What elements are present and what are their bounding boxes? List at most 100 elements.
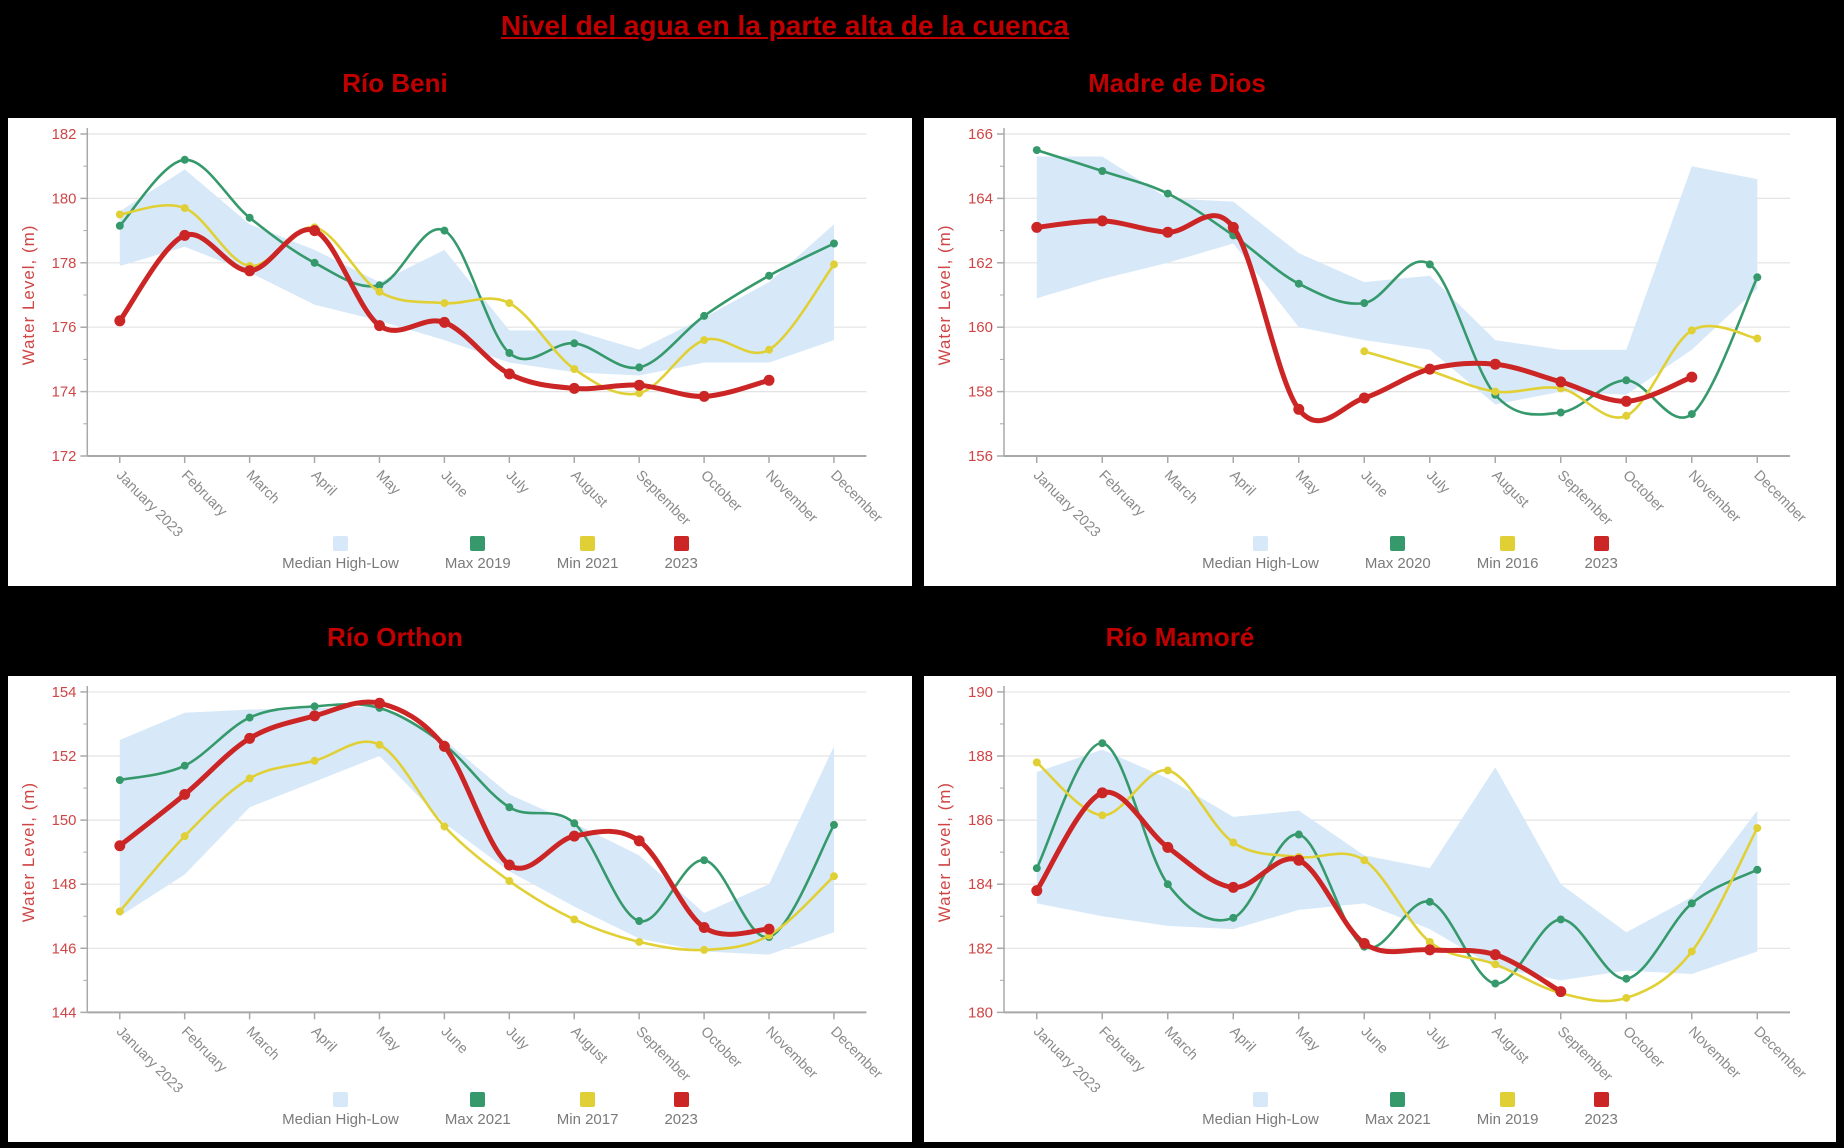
svg-text:Water Level, (m): Water Level, (m) <box>19 782 38 922</box>
svg-text:156: 156 <box>968 448 993 465</box>
legend-label: 2023 <box>1584 1111 1618 1128</box>
median-band-swatch-icon <box>333 1092 348 1107</box>
legend-item-current-series[interactable]: 2023 <box>664 536 698 572</box>
current-series-swatch-icon <box>1593 536 1609 551</box>
legend-item-min-series[interactable]: Min 2021 <box>557 536 618 572</box>
legend-label: Max 2020 <box>1364 555 1431 572</box>
svg-text:April: April <box>308 467 340 499</box>
svg-text:August: August <box>567 1024 610 1067</box>
min-series-swatch-icon <box>1500 1092 1516 1107</box>
svg-text:176: 176 <box>52 319 77 336</box>
svg-text:April: April <box>1226 1024 1258 1056</box>
legend-label: Min 2016 <box>1476 555 1539 572</box>
svg-text:April: April <box>1226 468 1258 500</box>
svg-text:172: 172 <box>52 448 77 465</box>
legend-item-min-series[interactable]: Min 2017 <box>556 1092 619 1128</box>
legend-label: Min 2017 <box>556 1111 619 1128</box>
svg-text:October: October <box>697 1024 745 1072</box>
svg-text:March: March <box>1161 1024 1201 1064</box>
legend-item-min-series[interactable]: Min 2019 <box>1476 1092 1539 1128</box>
page-title: Nivel del agua en la parte alta de la cu… <box>500 10 1069 41</box>
svg-text:October: October <box>1619 468 1667 516</box>
svg-text:September: September <box>632 1024 693 1085</box>
svg-text:December: December <box>1750 1024 1809 1082</box>
svg-text:June: June <box>438 1024 471 1057</box>
svg-text:184: 184 <box>968 876 993 893</box>
current-series-swatch-icon <box>1593 1092 1609 1107</box>
legend-item-max-series[interactable]: Max 2021 <box>1365 1092 1431 1128</box>
svg-text:June: June <box>1357 468 1391 502</box>
svg-text:166: 166 <box>968 126 993 143</box>
svg-text:December: December <box>1750 468 1809 527</box>
svg-text:March: March <box>1161 468 1201 508</box>
legend-item-median-band[interactable]: Median High-Low <box>282 536 399 572</box>
svg-text:178: 178 <box>52 255 77 272</box>
svg-text:July: July <box>503 467 533 497</box>
svg-text:April: April <box>308 1024 340 1056</box>
legend-label: Median High-Low <box>1202 1111 1319 1128</box>
svg-text:182: 182 <box>52 126 77 143</box>
svg-text:October: October <box>697 467 745 515</box>
svg-text:August: August <box>567 467 610 510</box>
legend-item-median-band[interactable]: Median High-Low <box>1202 1092 1319 1128</box>
legend-label: 2023 <box>664 1111 698 1128</box>
svg-text:August: August <box>1488 1024 1531 1067</box>
chart-legend: Median High-Low Max 2021 Min 2017 2023 <box>8 1092 912 1142</box>
svg-text:Water Level, (m): Water Level, (m) <box>935 782 954 922</box>
svg-text:162: 162 <box>968 255 993 272</box>
legend-label: Median High-Low <box>282 1111 399 1128</box>
legend-item-max-series[interactable]: Max 2021 <box>445 1092 511 1128</box>
chart-title-rio-beni: Río Beni <box>342 68 448 98</box>
svg-text:June: June <box>438 467 471 501</box>
svg-text:158: 158 <box>968 384 993 401</box>
svg-text:November: November <box>1685 1024 1744 1082</box>
svg-text:150: 150 <box>52 813 77 829</box>
svg-text:144: 144 <box>52 1005 77 1021</box>
chart-legend: Median High-Low Max 2019 Min 2021 2023 <box>8 536 912 586</box>
svg-text:July: July <box>1423 1024 1453 1054</box>
svg-text:160: 160 <box>968 319 993 336</box>
svg-text:148: 148 <box>52 877 77 893</box>
svg-text:February: February <box>1095 1024 1148 1077</box>
svg-text:174: 174 <box>52 384 77 401</box>
svg-text:January 2023: January 2023 <box>1030 468 1103 536</box>
legend-item-current-series[interactable]: 2023 <box>664 1092 698 1128</box>
svg-text:September: September <box>1554 468 1616 530</box>
median-band-swatch-icon <box>1253 536 1268 551</box>
svg-text:November: November <box>762 467 820 526</box>
min-series-swatch-icon <box>580 536 596 551</box>
svg-text:December: December <box>827 467 885 526</box>
legend-label: Median High-Low <box>1202 555 1319 572</box>
svg-text:152: 152 <box>52 749 77 765</box>
svg-text:December: December <box>827 1024 885 1083</box>
legend-item-max-series[interactable]: Max 2020 <box>1365 536 1431 572</box>
svg-text:February: February <box>1095 468 1148 521</box>
legend-item-max-series[interactable]: Max 2019 <box>445 536 511 572</box>
legend-item-current-series[interactable]: 2023 <box>1584 536 1618 572</box>
svg-text:January 2023: January 2023 <box>113 467 186 536</box>
chart-legend: Median High-Low Max 2021 Min 2019 2023 <box>924 1092 1836 1142</box>
legend-item-median-band[interactable]: Median High-Low <box>282 1092 399 1128</box>
chart-panel-rio-beni: 172 174 176 178 180 182 January 2023 February Ma… <box>8 118 912 586</box>
legend-label: Median High-Low <box>282 555 399 572</box>
min-series-swatch-icon <box>1500 536 1516 551</box>
svg-text:March: March <box>243 467 282 507</box>
legend-label: 2023 <box>1584 555 1618 572</box>
legend-label: Min 2019 <box>1476 1111 1539 1128</box>
svg-text:September: September <box>632 467 693 529</box>
legend-label: Max 2019 <box>444 555 511 572</box>
legend-item-min-series[interactable]: Min 2016 <box>1476 536 1539 572</box>
legend-item-median-band[interactable]: Median High-Low <box>1202 536 1319 572</box>
legend-item-current-series[interactable]: 2023 <box>1584 1092 1618 1128</box>
svg-text:November: November <box>1685 468 1744 527</box>
legend-label: 2023 <box>664 555 698 572</box>
svg-text:164: 164 <box>968 190 993 207</box>
legend-label: Max 2021 <box>1364 1111 1431 1128</box>
svg-text:March: March <box>243 1024 283 1064</box>
max-series-swatch-icon <box>1390 1092 1406 1107</box>
svg-text:180: 180 <box>968 1004 993 1021</box>
svg-text:July: July <box>1423 468 1453 498</box>
